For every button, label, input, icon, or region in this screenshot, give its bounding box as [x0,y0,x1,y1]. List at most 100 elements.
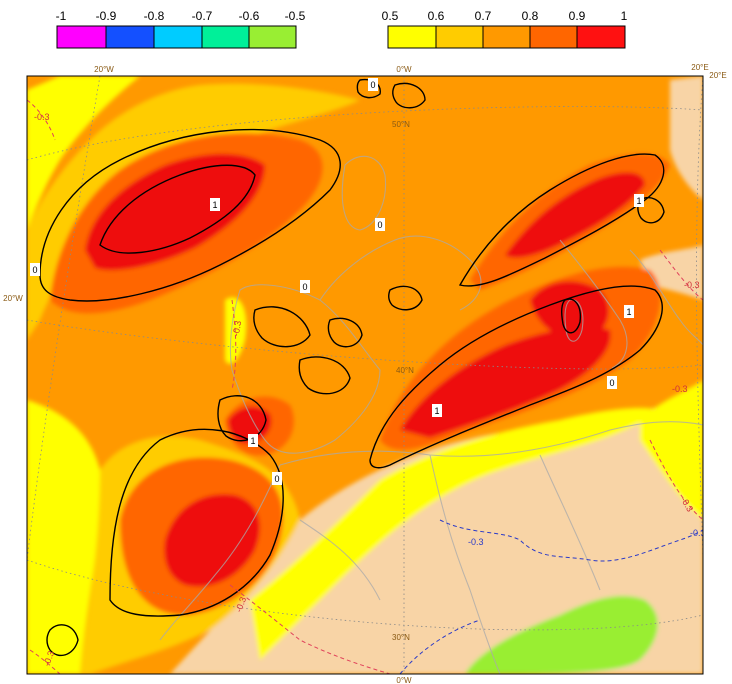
field-layers [27,76,703,674]
field-050-east [640,380,703,520]
legend-neg-swatch-1 [105,25,155,49]
contour-neg03-red-northwest [27,99,56,141]
lat-label-40n: 40°N [396,366,414,375]
contour-label-one-med-text: 1 [434,406,439,416]
legend-neg-tick-5: -0.5 [285,9,306,23]
contour-label-zero-iberia-text: 0 [302,282,307,292]
field-090-med [400,326,611,438]
map-frame [26,75,704,675]
legend-pos-tick-3: 0.8 [522,9,539,23]
field-090-canary [164,494,260,587]
legend-neg-swatch-2 [153,25,203,49]
contour-label-one-iberia-text: 1 [250,436,255,446]
field-090-atlantic [85,153,265,271]
contour-label-zero-west-text: 0 [32,265,37,275]
contour-label-neg03-blue-east: -0.3 [690,528,706,538]
legend-positive: 0.5 0.6 0.7 0.8 0.9 1 [382,9,628,49]
field-050-south [27,400,101,674]
legend-pos-swatch-1 [435,25,484,49]
field-090-alps [505,172,645,258]
contour-label-neg03-east-2: -0.3 [684,280,700,290]
contour-neg03-red-east-2 [659,249,703,301]
legend-neg-swatch-3 [201,25,250,49]
contour-neg03-red-south [29,649,61,674]
graticule-lat-40 [27,319,703,370]
contour-atlantic [39,128,341,302]
contour-label-zero-iberia: 0 [300,280,310,293]
coast-north-africa [279,421,703,466]
legend-pos-swatch-4 [576,25,626,49]
contour-iberia-1 [253,306,311,348]
legend-neg-tick-3: -0.7 [192,9,213,23]
lat-label-50n: 50°N [392,120,410,129]
graticule-lat-30 [27,559,703,631]
contour-label-one-iberia: 1 [248,434,258,447]
legend-neg-tick-4: -0.6 [239,9,260,23]
lon-label-20w-top: 20°W [94,65,114,74]
coast-border-3 [299,519,381,601]
legend-pos-tick-0: 0.5 [382,9,399,23]
lon-label-0-bottom: 0°W [396,676,412,684]
contour-label-neg03-sahara: -0.3 [234,596,249,614]
lon-label-0-top: 0°W [396,65,412,74]
contour-label-zero-north: 0 [368,78,378,91]
field-050-africa [250,408,660,660]
coast-balkans [629,249,703,346]
contour-iberia-2 [298,356,351,395]
contour-label-neg03-northwest: -0.3 [34,112,50,122]
contour-neg03-blue-south [399,619,481,674]
legend-neg-swatch-0 [56,25,107,49]
contour-north-1 [392,82,426,109]
coast-sardinia [564,299,584,342]
graticule-lon-20e [696,76,703,561]
legend-pos-swatch-3 [529,25,578,49]
contour-label-one-atlantic-text: 1 [212,200,217,210]
contour-neg03-red-iberia-coast [231,299,237,391]
field-060-west [27,83,360,340]
legend-pos-tick-1: 0.6 [428,9,445,23]
contour-label-zero-gibraltar: 0 [272,472,282,485]
coast-italy [559,239,628,369]
contour-label-zero-sardinia: 0 [607,376,617,389]
coast-britain [341,155,387,231]
map-panel: 1 1 1 1 1 0 0 [27,76,706,674]
contour-balkans [637,196,665,224]
graticule-lat-50 [27,106,703,161]
contour-label-zero-west: 0 [30,263,40,276]
contour-label-one-med: 1 [432,404,442,417]
coastlines [159,155,703,674]
contours-neg03 [27,99,703,674]
contour-label-zero-gibraltar-text: 0 [274,474,279,484]
coast-iberia [229,284,381,454]
legend-pos-tick-4: 0.9 [569,9,586,23]
lon-label-20e-b: 20°E [709,71,726,80]
contour-label-one-alps: 1 [634,194,644,207]
coast-border-2 [539,454,601,591]
legend-pos-tick-2: 0.7 [475,9,492,23]
legend-negative: -1 -0.9 -0.8 -0.7 -0.6 -0.5 [56,9,306,49]
contour-label-zero-france-text: 0 [377,220,382,230]
contour-neg03-red-east [649,439,703,521]
contour-atlantic-inner [99,164,256,254]
graticule [27,76,703,674]
coast-france [319,235,482,311]
coast-border-1 [429,454,501,674]
contour-sardinia [560,298,582,334]
lon-label-20e-a: 20°E [691,63,708,72]
contour-label-neg03-south: -0.3 [42,650,57,668]
lat-label-20w-left: 20°W [3,294,23,303]
field-050-northwest [27,76,140,230]
field-green-sahara [465,595,658,674]
legend-neg-tick-1: -0.9 [96,9,117,23]
contour-neg03-blue-sahara [439,519,703,562]
contour-label-one-atlantic: 1 [210,198,220,211]
contour-med [369,285,663,469]
coast-morocco [159,464,281,641]
field-land-below-north [670,76,703,200]
legend-neg-tick-0: -1 [56,9,67,23]
contour-label-zero-north-text: 0 [370,80,375,90]
legend-pos-swatch-2 [482,25,531,49]
contour-alps [458,153,665,287]
contour-label-one-italy: 1 [624,305,634,318]
